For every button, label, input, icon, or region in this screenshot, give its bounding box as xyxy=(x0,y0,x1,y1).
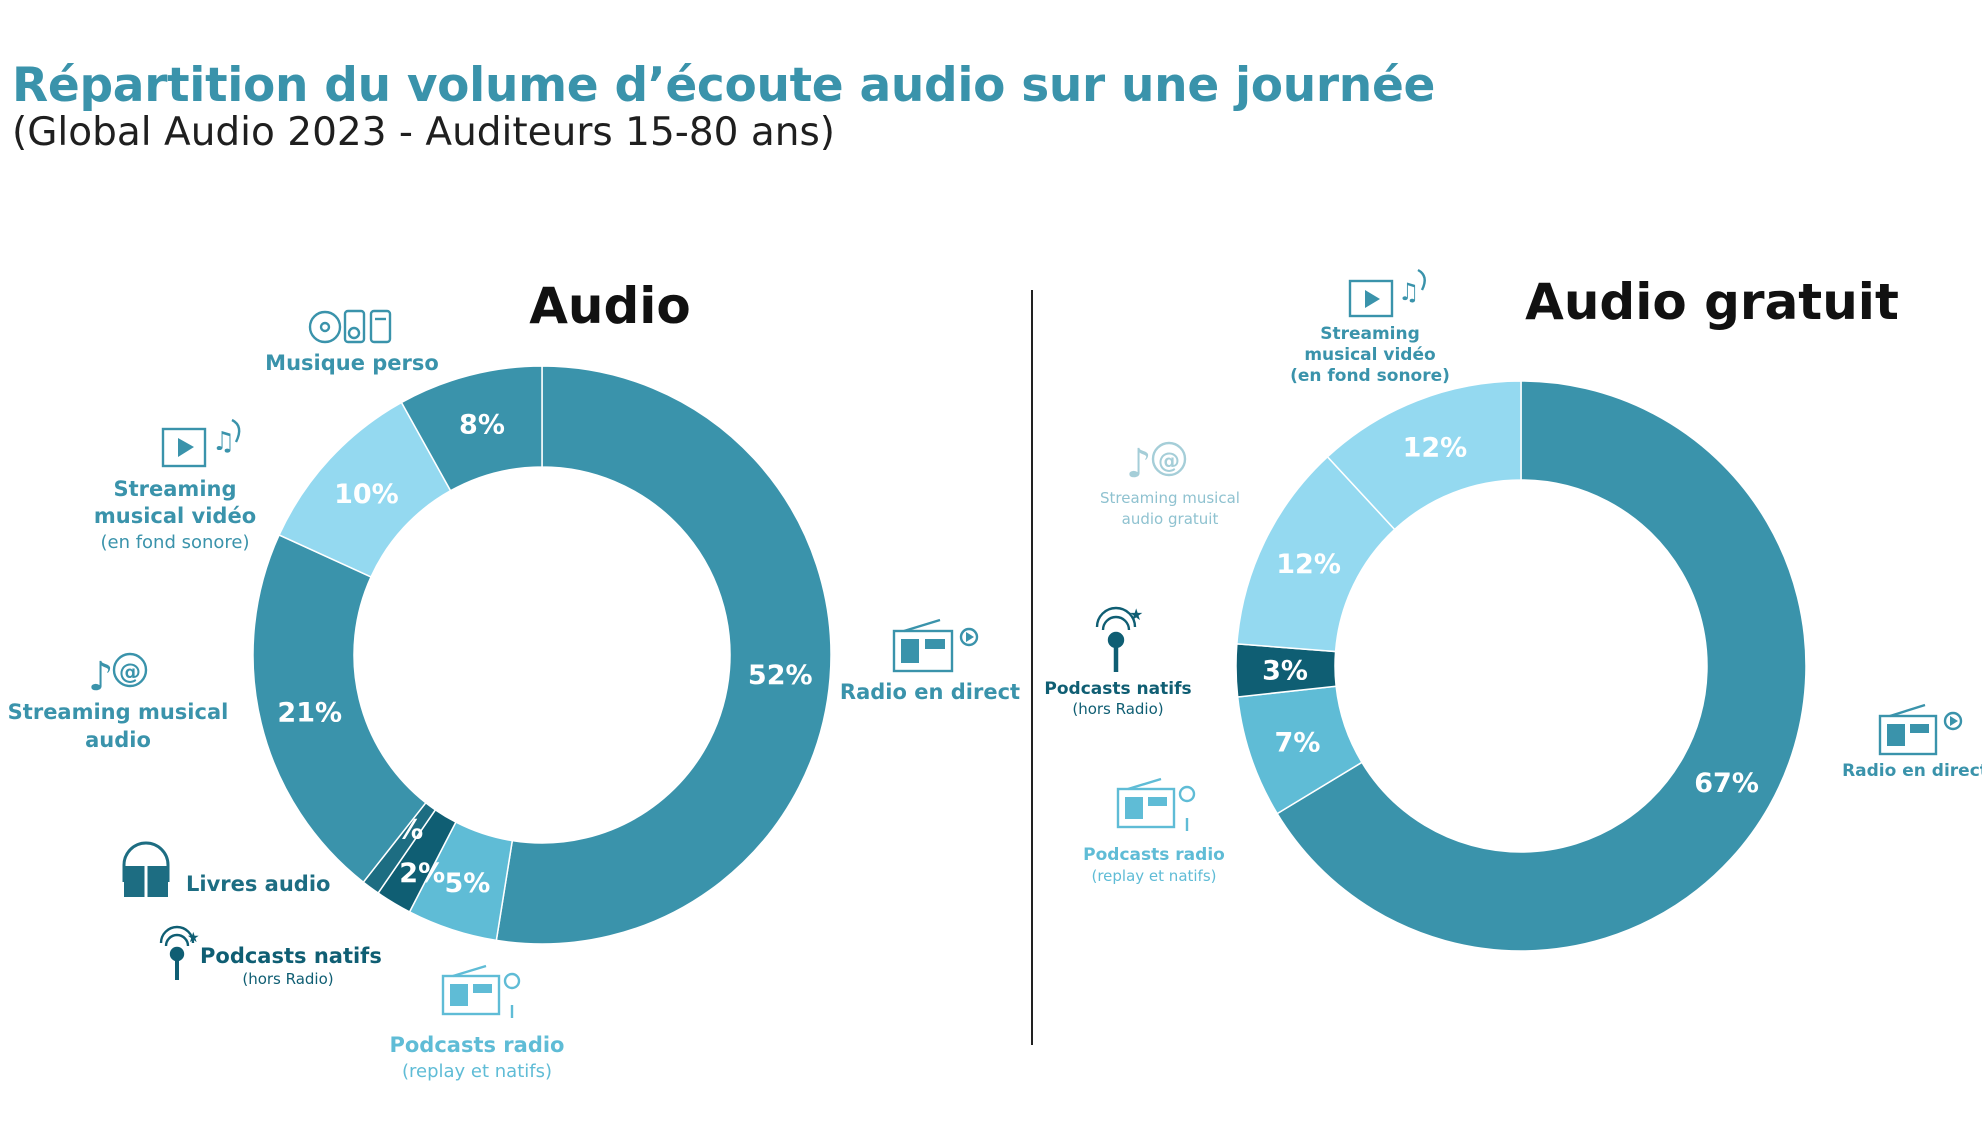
donut-value-label: 8% xyxy=(459,410,505,441)
note-podcasts-natifs: (hors Radio) xyxy=(242,970,333,988)
chart-title-audio: Audio xyxy=(529,277,691,335)
microphone-star-icon-2: ★ xyxy=(1095,605,1143,672)
video-music-icon: ♫ xyxy=(161,418,241,468)
label-gratuit-streaming-video-line1: Streaming xyxy=(1320,324,1420,344)
label-streaming-video-line2: musical vidéo xyxy=(94,504,256,528)
label-gratuit-podcasts-radio: Podcasts radio xyxy=(1083,845,1225,865)
cd-player-phone-icon xyxy=(308,309,392,344)
svg-text:@: @ xyxy=(119,660,141,685)
label-gratuit-streaming-audio-line2: audio gratuit xyxy=(1122,510,1219,528)
label-podcasts-radio: Podcasts radio xyxy=(389,1033,564,1057)
donut-value-label: 52% xyxy=(748,660,813,691)
label-streaming-audio-line1: Streaming musical xyxy=(8,700,229,724)
note-streaming-video: (en fond sonore) xyxy=(100,532,249,553)
note-gratuit-podcasts-radio: (replay et natifs) xyxy=(1091,867,1216,885)
music-at-icon-2: ♪ @ xyxy=(1126,441,1187,487)
donut-value-label: 12% xyxy=(1403,432,1468,463)
svg-text:♪: ♪ xyxy=(1126,441,1152,487)
donut-slice xyxy=(1276,380,1807,952)
svg-text:★: ★ xyxy=(187,930,200,946)
donut-gratuit: 67% 7% 3% 12% 12% xyxy=(1235,380,1807,952)
donut-slice xyxy=(495,365,832,945)
donut-value-label: 10% xyxy=(334,479,399,510)
label-musique-perso: Musique perso xyxy=(265,351,439,375)
svg-text:♫: ♫ xyxy=(212,427,235,457)
page-subtitle: (Global Audio 2023 - Auditeurs 15-80 ans… xyxy=(12,110,835,155)
radio-podcast-icon xyxy=(441,964,521,1018)
donut-value-label: 21% xyxy=(277,697,342,728)
radio-icon xyxy=(892,618,979,673)
label-streaming-audio-line2: audio xyxy=(85,728,151,752)
donut-slice xyxy=(252,533,427,884)
label-gratuit-streaming-video-line2: musical vidéo xyxy=(1304,345,1435,365)
donut-audio: 52%5%2%1%21%10%8% xyxy=(252,365,832,945)
radio-podcast-icon-2 xyxy=(1116,777,1196,831)
video-music-icon-2: ♫ xyxy=(1348,268,1426,318)
donut-slice xyxy=(1326,380,1522,531)
label-podcasts-natifs: Podcasts natifs xyxy=(200,944,382,968)
donut-value-label: 7% xyxy=(1275,728,1321,759)
svg-text:@: @ xyxy=(1158,449,1180,474)
donut-slice xyxy=(400,365,543,492)
book-headphones-icon xyxy=(122,841,170,897)
label-gratuit-podcasts-natifs: Podcasts natifs xyxy=(1044,679,1191,699)
svg-text:♫: ♫ xyxy=(1398,278,1420,306)
label-gratuit-streaming-video-note: (en fond sonore) xyxy=(1290,366,1450,386)
svg-text:♪: ♪ xyxy=(88,654,114,700)
label-radio-en-direct: Radio en direct xyxy=(840,680,1020,704)
page-title: Répartition du volume d’écoute audio sur… xyxy=(12,58,1436,113)
music-at-icon: ♪ @ xyxy=(88,652,148,700)
donut-value-label: 3% xyxy=(1262,656,1308,687)
label-gratuit-streaming-audio-line1: Streaming musical xyxy=(1100,489,1240,507)
label-streaming-video-line1: Streaming xyxy=(114,477,237,501)
chart-title-gratuit: Audio gratuit xyxy=(1525,273,1899,331)
label-gratuit-radio-en-direct: Radio en direct xyxy=(1842,761,1982,781)
note-gratuit-podcasts-natifs: (hors Radio) xyxy=(1072,700,1163,718)
note-podcasts-radio: (replay et natifs) xyxy=(402,1061,552,1082)
donut-value-label: 67% xyxy=(1694,768,1759,799)
donut-value-label: 5% xyxy=(445,868,491,899)
label-livres-audio: Livres audio xyxy=(186,872,330,896)
donut-value-label: 2% xyxy=(399,858,445,889)
radio-icon-2 xyxy=(1878,703,1963,756)
microphone-star-icon: ★ xyxy=(159,925,200,980)
donut-value-label: 12% xyxy=(1276,549,1341,580)
svg-text:★: ★ xyxy=(1129,605,1143,624)
